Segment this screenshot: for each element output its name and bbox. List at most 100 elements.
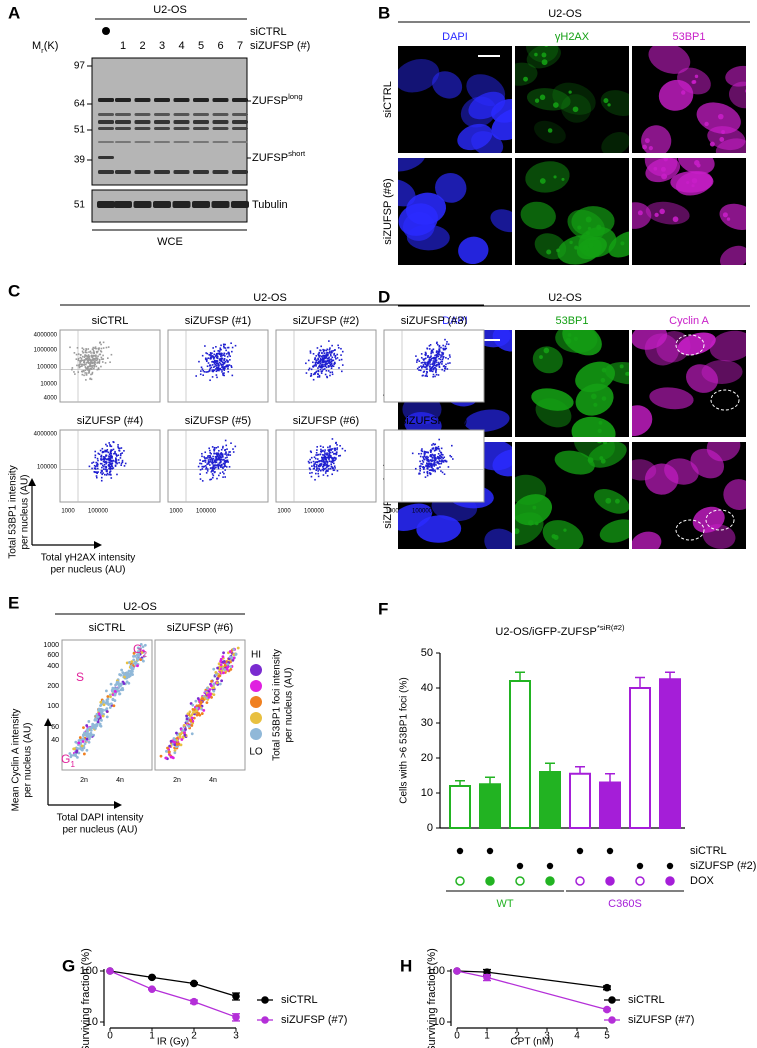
cell-dot xyxy=(219,347,222,350)
data-point xyxy=(148,985,156,993)
cell-dot xyxy=(338,367,340,369)
cell-dot xyxy=(217,466,220,469)
label: LO xyxy=(249,747,263,758)
focus xyxy=(660,166,666,172)
cell-dot xyxy=(209,684,213,688)
cell-dot xyxy=(330,465,333,468)
cell-dot xyxy=(213,459,216,462)
cell-dot xyxy=(427,355,429,357)
cell-dot xyxy=(428,464,431,466)
cell-dot xyxy=(81,748,84,752)
lane-label: 5 xyxy=(198,40,204,52)
cell-dot xyxy=(336,444,338,446)
cell-dot xyxy=(430,352,432,355)
cell-dot xyxy=(423,468,425,471)
cell-line: U2-OS xyxy=(548,292,582,304)
cell-dot xyxy=(333,462,335,465)
cell-dot xyxy=(440,460,443,462)
cell-dot xyxy=(313,463,315,465)
cell-dot xyxy=(109,702,113,706)
cell-dot xyxy=(132,658,136,662)
cell-dot xyxy=(224,355,226,357)
cell-dot xyxy=(215,461,218,463)
cell-dot xyxy=(326,464,328,467)
cell-dot xyxy=(430,449,433,452)
cell-dot xyxy=(318,356,321,358)
cell-dot xyxy=(426,347,428,350)
cell-dot xyxy=(214,673,218,677)
cell-dot xyxy=(321,459,323,461)
cell-dot xyxy=(314,478,316,481)
cell-dot xyxy=(185,719,189,723)
cell-dot xyxy=(218,369,220,372)
cell-dot xyxy=(206,457,209,459)
cell-dot xyxy=(102,358,105,360)
cell-dot xyxy=(102,460,105,463)
cell-dot xyxy=(103,450,105,453)
cell-dot xyxy=(111,449,113,452)
focus xyxy=(717,113,724,120)
cell-dot xyxy=(102,464,104,467)
cell-dot xyxy=(434,461,436,464)
cell-dot xyxy=(81,365,83,368)
cell-dot xyxy=(106,695,110,698)
cell-dot xyxy=(98,360,101,363)
cell-dot xyxy=(83,731,86,735)
cell-dot xyxy=(434,367,437,369)
cell-dot xyxy=(109,361,111,364)
series-line xyxy=(456,970,608,1011)
cell-dot xyxy=(314,372,316,374)
cell-dot xyxy=(338,455,340,457)
cell-dot xyxy=(97,459,99,462)
cell-dot xyxy=(309,458,311,461)
x-tick-label: 0 xyxy=(454,1031,460,1042)
cell-dot xyxy=(421,361,424,364)
cell-dot xyxy=(229,454,232,456)
cell-dot xyxy=(215,681,219,685)
cell-dot xyxy=(423,466,426,469)
cell-dot xyxy=(109,468,111,471)
cell-dot xyxy=(434,447,437,450)
cell-dot xyxy=(418,452,420,455)
cell-dot xyxy=(101,358,103,361)
cell-dot xyxy=(330,367,333,370)
cell-dot xyxy=(318,374,321,377)
cell-dot xyxy=(124,462,127,465)
cell-dot xyxy=(208,688,212,691)
label: 1000000 xyxy=(34,348,58,354)
cell-dot xyxy=(432,368,435,371)
cell-dot xyxy=(321,352,323,354)
cell-line: U2-OS xyxy=(153,4,187,16)
arrow-head xyxy=(28,478,36,486)
cell-dot xyxy=(212,369,214,372)
cell-dot xyxy=(86,355,88,358)
cell-dot xyxy=(110,353,113,356)
cell-dot xyxy=(420,353,423,355)
cell-dot xyxy=(211,470,213,472)
cell-dot xyxy=(320,367,323,369)
cell-dot xyxy=(329,347,331,349)
cell-dot xyxy=(421,448,423,450)
cell-dot xyxy=(427,451,430,454)
cell-dot xyxy=(317,453,320,456)
cell-dot xyxy=(429,359,432,362)
cell-dot xyxy=(315,361,318,363)
cell-dot xyxy=(324,457,326,460)
cell-dot xyxy=(326,351,329,354)
cell-dot xyxy=(123,675,127,679)
cell-dot xyxy=(217,366,220,368)
cell-dot xyxy=(194,699,198,703)
cell-dot xyxy=(441,456,443,459)
y-tick-label: 30 xyxy=(421,717,433,729)
cell-dot xyxy=(213,369,216,372)
cell-dot xyxy=(436,460,439,463)
cell-dot xyxy=(91,356,93,358)
cell-dot xyxy=(107,457,110,460)
cell-dot xyxy=(91,467,93,470)
cell-dot xyxy=(313,467,316,470)
cell-dot xyxy=(112,448,115,451)
cell-dot xyxy=(105,474,108,476)
text-part: 1 xyxy=(70,759,75,769)
text-part: short xyxy=(288,149,306,158)
cell-dot xyxy=(109,445,112,447)
